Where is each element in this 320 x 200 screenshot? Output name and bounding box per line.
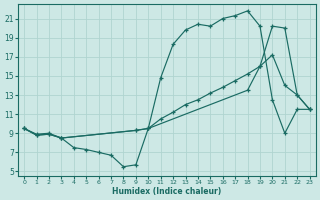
X-axis label: Humidex (Indice chaleur): Humidex (Indice chaleur) bbox=[112, 187, 221, 196]
